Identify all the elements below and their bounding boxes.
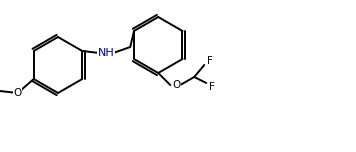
Text: NH: NH: [98, 48, 115, 58]
Text: F: F: [207, 56, 213, 66]
Text: O: O: [172, 80, 180, 90]
Text: O: O: [14, 88, 22, 98]
Text: F: F: [209, 82, 215, 92]
